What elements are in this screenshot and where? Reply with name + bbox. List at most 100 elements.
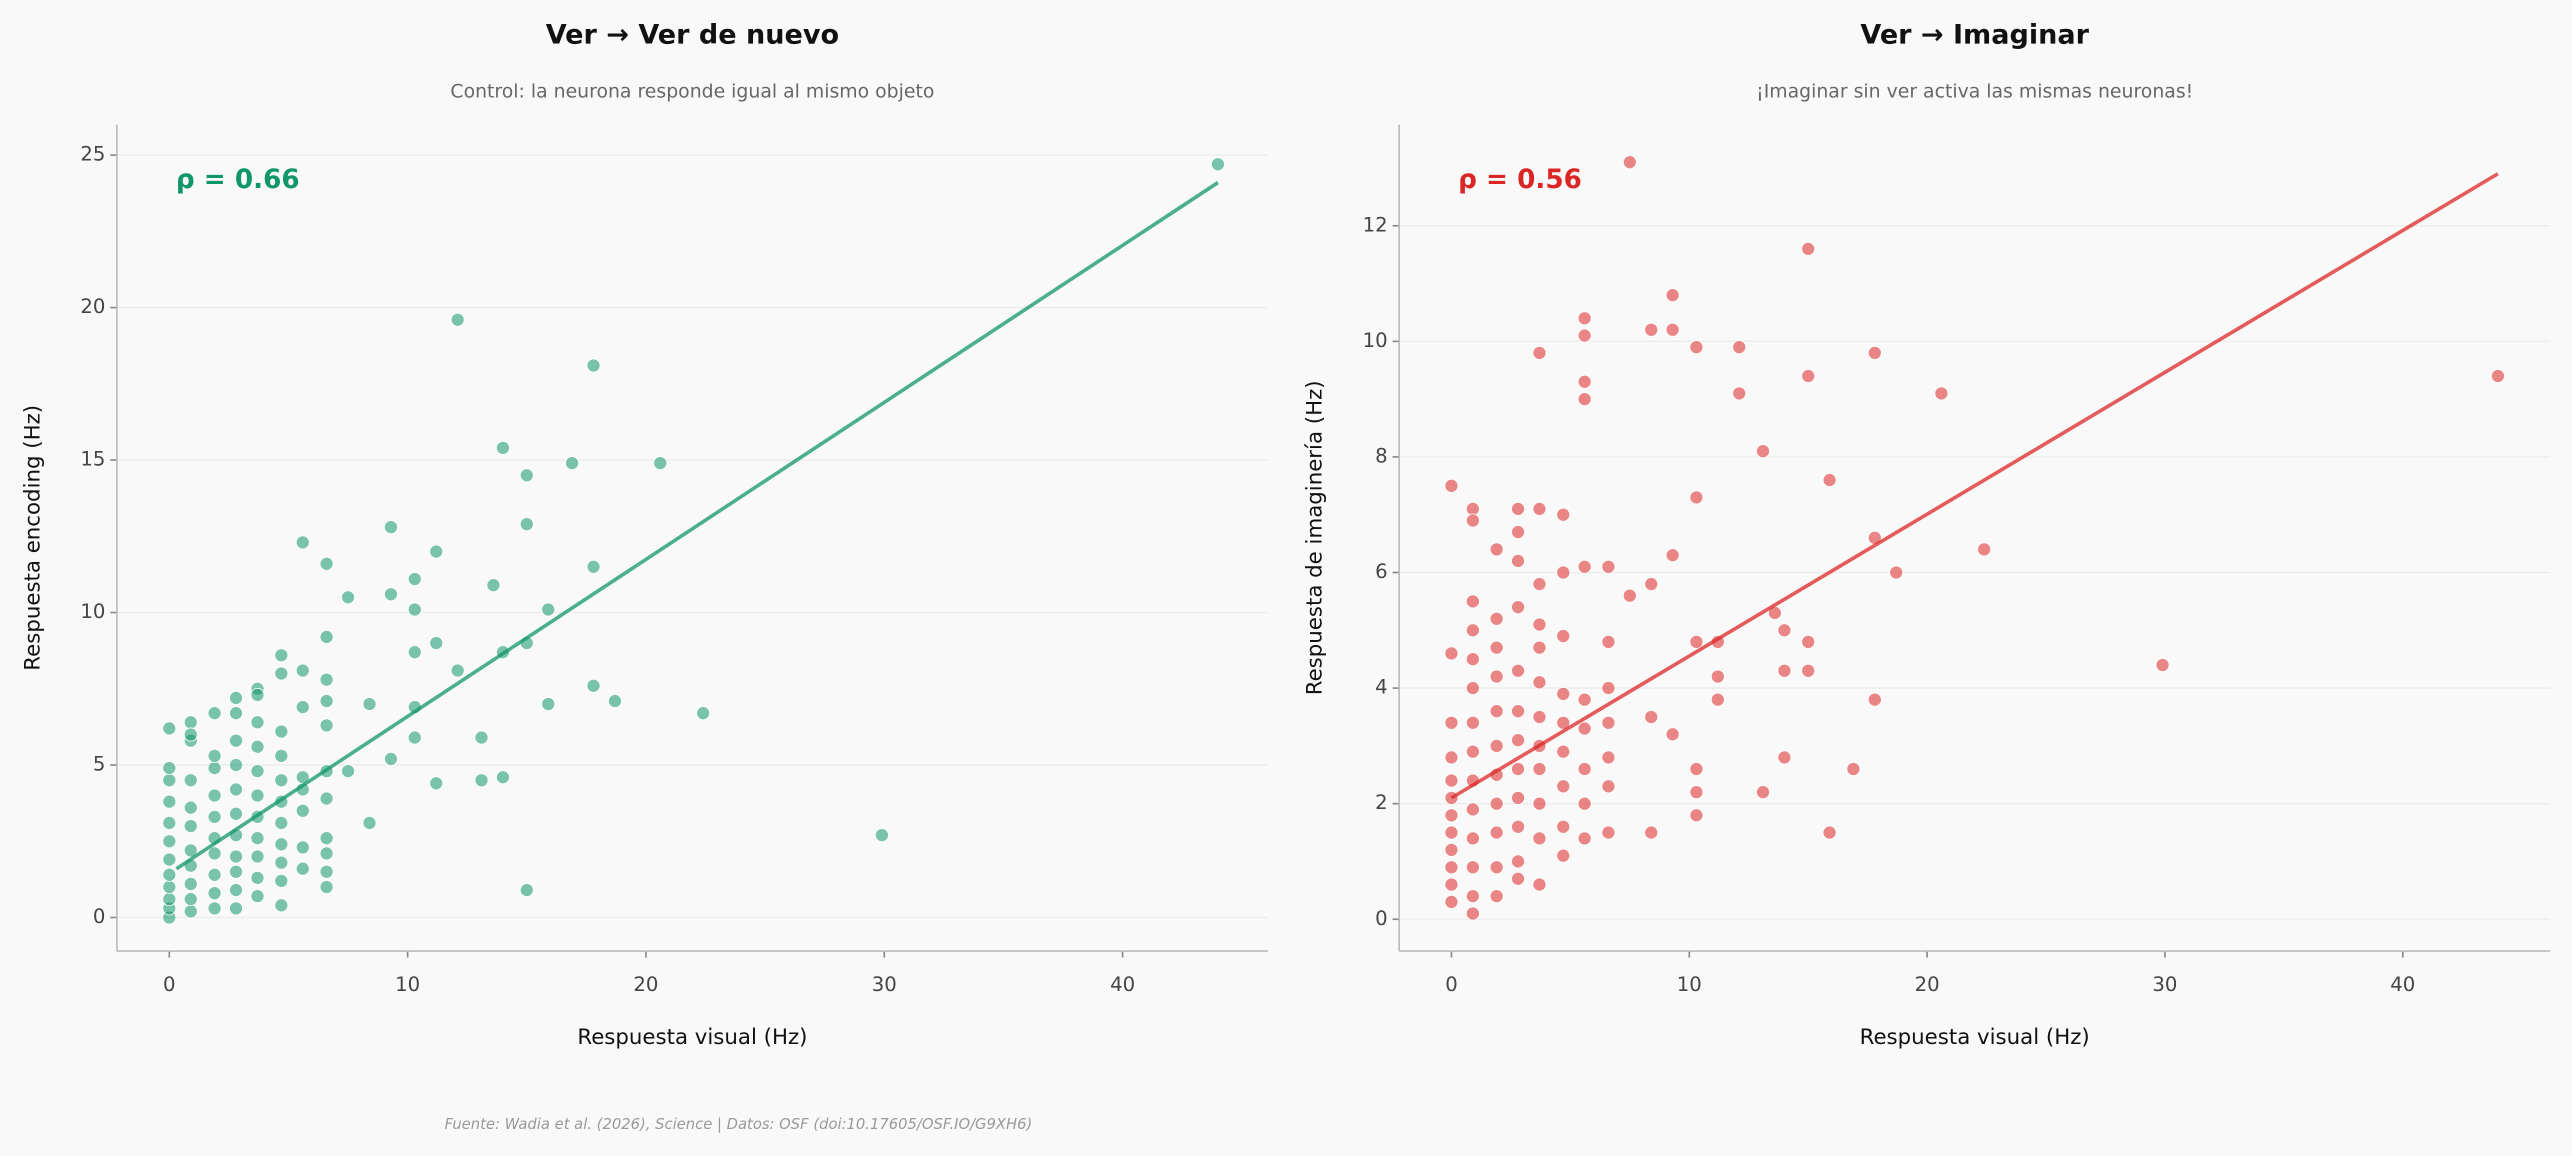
scatter-point (1489, 738, 1504, 753)
scatter-point (319, 556, 334, 571)
scatter-point (565, 456, 580, 471)
y-tick-label: 5 (93, 753, 106, 776)
scatter-point (1511, 854, 1526, 869)
scatter-point (229, 782, 244, 797)
scatter-point (429, 636, 444, 651)
scatter-point (450, 663, 465, 678)
scatter-point (1489, 640, 1504, 655)
scatter-point (207, 901, 222, 916)
scatter-point (1532, 877, 1547, 892)
scatter-point (1444, 773, 1459, 788)
scatter-point (250, 788, 265, 803)
scatter-point (1556, 629, 1571, 644)
scatter-point (319, 846, 334, 861)
scatter-point (183, 800, 198, 815)
scatter-point (207, 706, 222, 721)
scatter-point (274, 724, 289, 739)
scatter-point (274, 837, 289, 852)
scatter-point (1577, 831, 1592, 846)
y-tick-label: 25 (80, 143, 105, 166)
scatter-point (319, 791, 334, 806)
scatter-point (383, 587, 398, 602)
scatter-point (1601, 750, 1616, 765)
y-tick-label: 0 (93, 905, 106, 928)
scatter-point (295, 803, 310, 818)
scatter-point (1532, 831, 1547, 846)
scatter-point (250, 715, 265, 730)
scatter-point (1689, 340, 1704, 355)
scatter-point (1489, 611, 1504, 626)
scatter-point (1489, 825, 1504, 840)
scatter-point (1532, 710, 1547, 724)
scatter-point (1465, 906, 1480, 921)
scatter-point (1644, 577, 1659, 592)
scatter-point (162, 794, 177, 809)
scatter-point (1444, 715, 1459, 730)
y-tick-label: 10 (1363, 329, 1388, 352)
scatter-point (274, 815, 289, 830)
scatter-point (1444, 894, 1459, 909)
scatter-point (407, 602, 422, 617)
scatter-point (250, 764, 265, 779)
scatter-point (362, 697, 377, 711)
scatter-point (319, 694, 334, 708)
scatter-point (1444, 646, 1459, 661)
scatter-point (1465, 715, 1480, 730)
scatter-point (1489, 704, 1504, 719)
scatter-point (362, 815, 377, 830)
scatter-point (162, 773, 177, 788)
scatter-point (1532, 501, 1547, 516)
x-axis-label: Respuesta visual (Hz) (577, 1025, 807, 1050)
scatter-point (1465, 860, 1480, 875)
scatter-point (474, 730, 489, 745)
scatter-point (295, 535, 310, 550)
scatter-point (383, 520, 398, 535)
scatter-point (229, 733, 244, 748)
scatter-point (1465, 802, 1480, 817)
scatter-point (1556, 848, 1571, 863)
scatter-point (295, 663, 310, 678)
scatter-point (519, 468, 534, 483)
trend-line (1450, 172, 2499, 800)
scatter-point (1489, 889, 1504, 904)
scatter-point (207, 748, 222, 763)
scatter-point (1665, 548, 1680, 563)
y-axis-label: Respuesta encoding (Hz) (20, 405, 45, 671)
scatter-point (1511, 762, 1526, 776)
source-note: Fuente: Wadia et al. (2026), Science | D… (444, 1116, 1032, 1133)
y-tick-label: 15 (80, 448, 105, 471)
x-tick-label: 10 (395, 973, 420, 996)
scatter-point (1556, 507, 1571, 522)
scatter-point (162, 761, 177, 776)
y-tick-label: 10 (80, 600, 105, 623)
scatter-point (541, 602, 556, 617)
scatter-point (1511, 525, 1526, 540)
scatter-point (1511, 501, 1526, 516)
scatter-point (319, 880, 334, 894)
scatter-point (250, 870, 265, 885)
scatter-point (1644, 710, 1659, 724)
scatter-point (229, 758, 244, 772)
scatter-point (1556, 779, 1571, 794)
scatter-point (1867, 345, 1882, 360)
scatter-point (1444, 877, 1459, 892)
scatter-point (1689, 785, 1704, 800)
chart-panel: Ver → Ver de nuevo Control: la neurona re… (20, 20, 1268, 1050)
scatter-point (274, 898, 289, 913)
scatter-point (183, 904, 198, 919)
scatter-point (1532, 577, 1547, 592)
scatter-point (407, 730, 422, 745)
scatter-point (608, 694, 622, 708)
scatter-point (1556, 565, 1571, 580)
scatter-point (1644, 322, 1659, 337)
scatter-point (1601, 559, 1616, 574)
x-tick-label: 30 (872, 973, 897, 996)
scatter-point (1822, 473, 1837, 488)
scatter-point (274, 873, 289, 888)
scatter-point (250, 889, 265, 904)
scatter-point (1665, 288, 1680, 303)
chart-title: Ver → Ver de nuevo (546, 20, 839, 51)
scatter-point (207, 809, 222, 824)
scatter-point (1577, 796, 1592, 811)
y-tick-label: 6 (1375, 560, 1388, 583)
